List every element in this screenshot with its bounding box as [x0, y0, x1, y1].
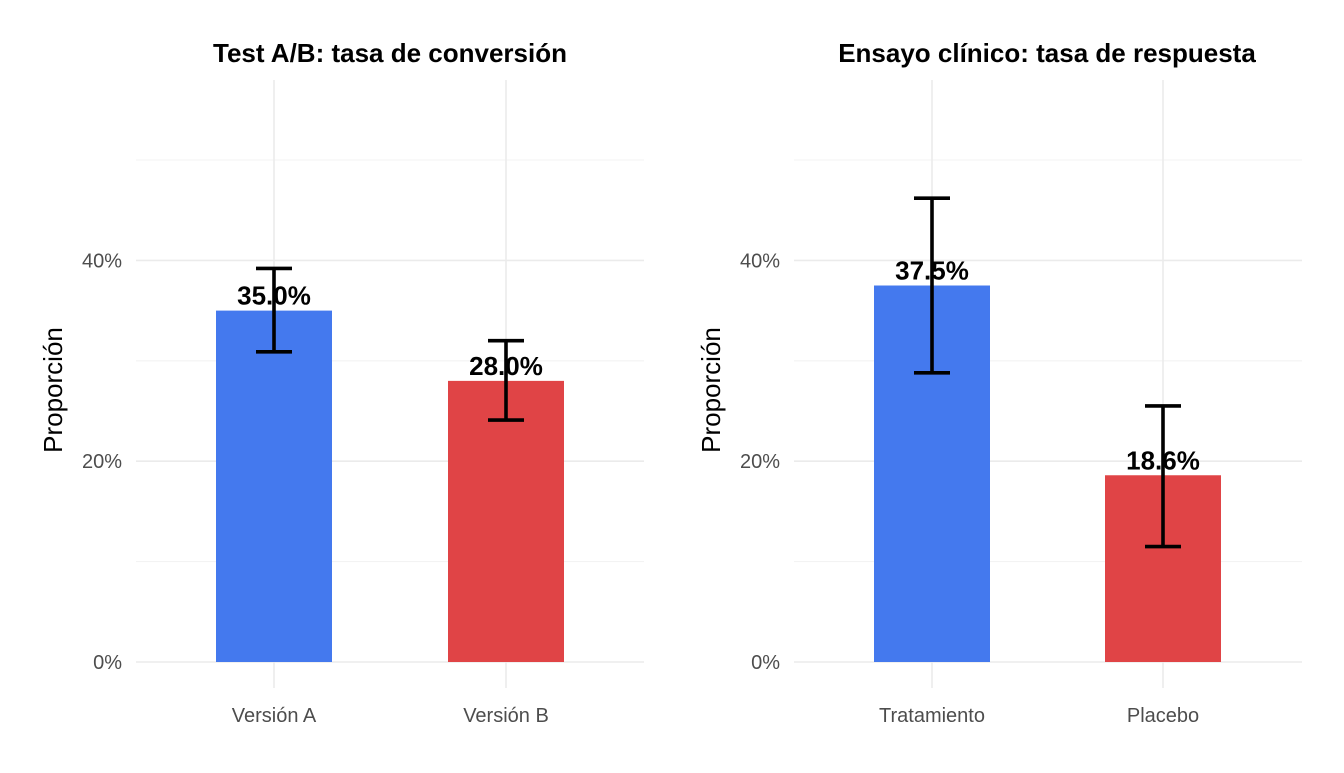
panel-clinical-trial: Ensayo clínico: tasa de respuesta Proporc… [696, 38, 1302, 727]
panel-title: Ensayo clínico: tasa de respuesta [838, 38, 1256, 68]
x-tick-label: Placebo [1127, 705, 1199, 727]
y-axis-title: Proporción [696, 327, 726, 453]
y-tick-label: 20% [82, 451, 122, 473]
y-tick-label: 40% [82, 250, 122, 272]
y-tick-label: 0% [751, 652, 780, 674]
panel-ab-test: Test A/B: tasa de conversión Proporción 0%… [38, 38, 644, 727]
y-tick-label: 20% [740, 451, 780, 473]
panel-title: Test A/B: tasa de conversión [213, 38, 567, 68]
y-tick-label: 40% [740, 250, 780, 272]
y-tick-label: 0% [93, 652, 122, 674]
bar-value-label: 28.0% [469, 351, 543, 381]
x-tick-label: Versión A [232, 705, 317, 727]
bar-value-label: 18.6% [1126, 445, 1200, 475]
bar-value-label: 35.0% [237, 281, 311, 311]
y-axis-title: Proporción [38, 327, 68, 453]
x-tick-label: Tratamiento [879, 705, 985, 727]
x-tick-label: Versión B [463, 705, 549, 727]
bar [448, 380, 564, 662]
bar-value-label: 37.5% [895, 256, 969, 286]
bar [216, 310, 332, 662]
